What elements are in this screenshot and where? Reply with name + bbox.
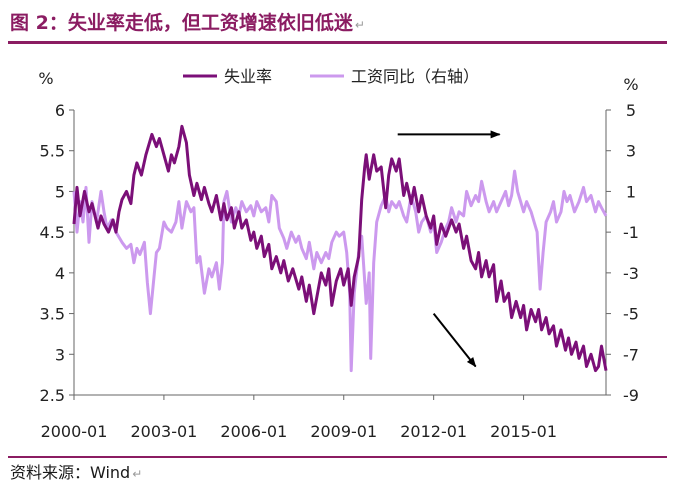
- right-tick-label: 5: [626, 101, 636, 120]
- unemployment-rate-line: [72, 124, 608, 373]
- right-tick-label: 1: [626, 182, 636, 201]
- right-tick-label: -5: [623, 305, 639, 324]
- right-tick-label: -7: [623, 345, 639, 364]
- right-axis-unit: %: [623, 75, 638, 94]
- x-tick-label: 2012-01: [400, 422, 467, 441]
- left-tick-label: 3: [55, 345, 65, 364]
- source-rule: [8, 456, 667, 458]
- source-note: 资料来源：Wind ↵: [10, 461, 142, 485]
- legend-wage-label: 工资同比（右轴）: [351, 67, 479, 86]
- title-rule: [8, 41, 667, 44]
- paragraph-mark-icon: ↵: [354, 18, 365, 32]
- right-tick-label: 3: [626, 142, 636, 161]
- left-tick-label: 3.5: [40, 305, 65, 324]
- source-text: 资料来源：Wind: [10, 463, 131, 482]
- left-tick-label: 6: [55, 101, 65, 120]
- x-tick-label: 2003-01: [130, 422, 197, 441]
- legend-unemployment-label: 失业率: [224, 67, 272, 86]
- paragraph-mark-icon: ↵: [132, 467, 143, 481]
- left-tick-label: 5: [55, 182, 65, 201]
- x-tick-label: 2000-01: [41, 422, 108, 441]
- left-tick-label: 4.5: [40, 223, 65, 242]
- right-tick-label: -3: [623, 264, 639, 283]
- figure-title-text: 图 2：失业率走低，但工资增速依旧低迷: [10, 12, 353, 34]
- figure-title: 图 2：失业率走低，但工资增速依旧低迷 ↵: [10, 8, 365, 38]
- x-tick-label: 2006-01: [220, 422, 287, 441]
- unemployment-trend-arrow: [432, 312, 477, 368]
- left-axis-unit: %: [38, 69, 53, 88]
- wage-growth-line: [72, 169, 608, 373]
- x-tick-label: 2009-01: [310, 422, 377, 441]
- right-tick-label: -1: [623, 223, 639, 242]
- left-tick-label: 5.5: [40, 142, 65, 161]
- right-tick-label: -9: [623, 386, 639, 405]
- left-tick-label: 2.5: [40, 386, 65, 405]
- x-tick-label: 2015-01: [490, 422, 557, 441]
- left-tick-label: 4: [55, 264, 65, 283]
